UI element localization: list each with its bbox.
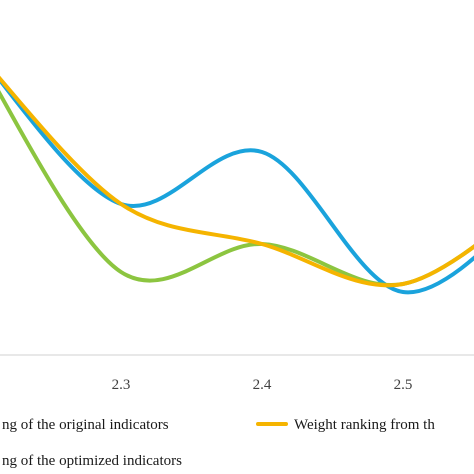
x-tick-label: 2.3 xyxy=(112,377,131,393)
x-tick-label: 2.5 xyxy=(394,377,413,393)
series-line-blue xyxy=(0,77,474,295)
x-tick-label: 2.4 xyxy=(253,377,272,393)
legend-label-green: ng of the optimized indicators xyxy=(2,453,182,469)
legend: ng of the original indicators Weight ran… xyxy=(2,417,435,469)
x-tick-labels: 2.3 2.4 2.5 xyxy=(112,377,413,393)
series-line-orange xyxy=(0,75,474,288)
legend-label-blue: ng of the original indicators xyxy=(2,417,169,433)
legend-label-orange: Weight ranking from th xyxy=(294,417,435,433)
series-line-green xyxy=(0,90,474,288)
series-layer xyxy=(0,75,474,295)
